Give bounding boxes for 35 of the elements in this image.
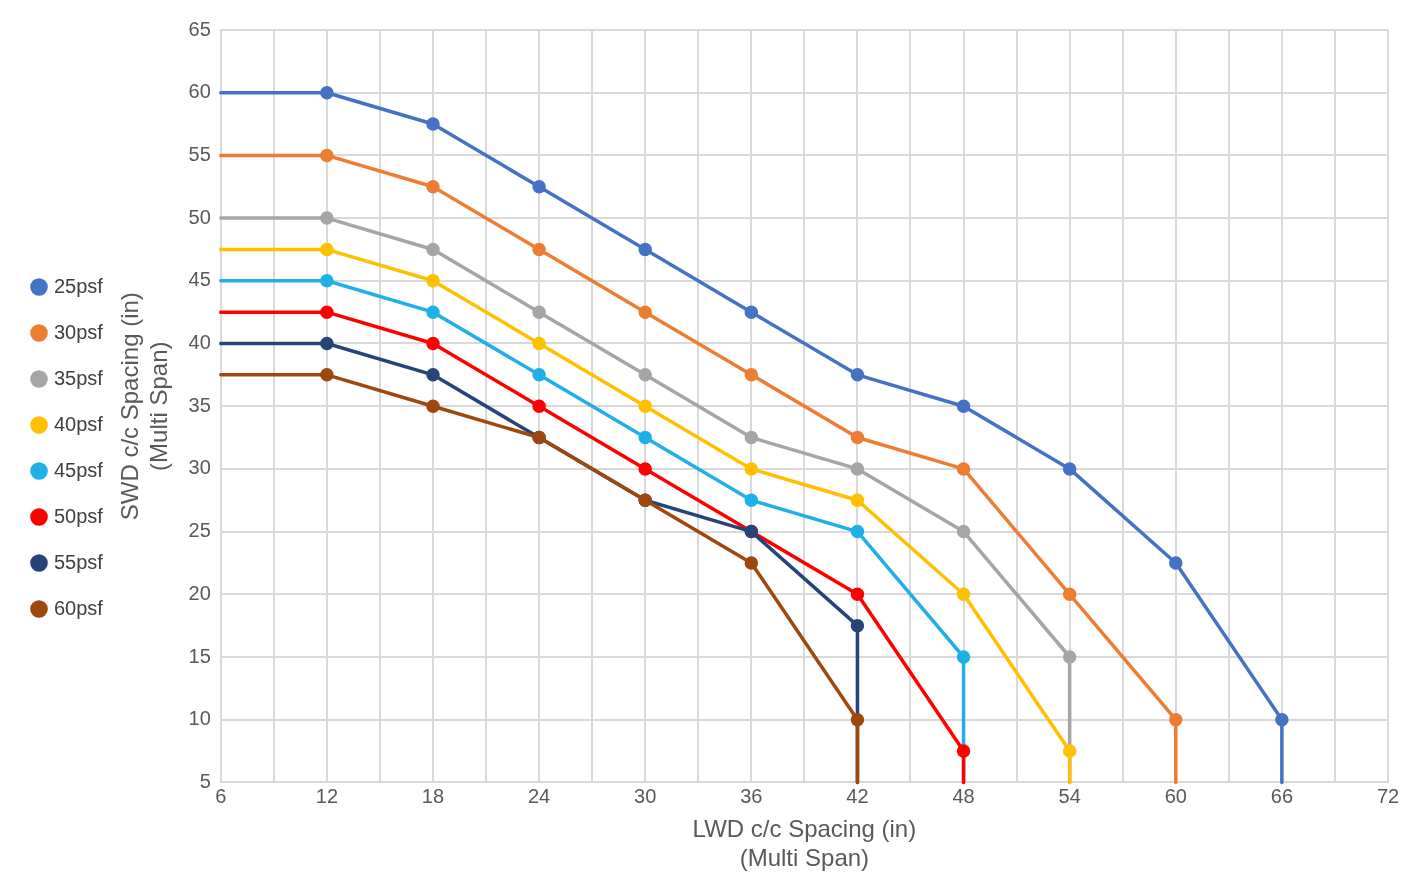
y-tick-label: 55: [188, 142, 211, 165]
legend-label: 35psf: [54, 366, 104, 389]
x-tick-label: 24: [527, 784, 551, 807]
y-tick-label: 15: [188, 644, 211, 667]
y-tick-label: 5: [199, 769, 211, 792]
y-tick-label: 20: [188, 581, 211, 604]
y-tick-label: 65: [188, 17, 211, 40]
y-tick-label: 35: [188, 393, 211, 416]
y-tick-label: 45: [188, 268, 211, 291]
x-tick-label: 72: [1376, 784, 1400, 807]
y-tick-label: 10: [188, 707, 211, 730]
y-tick-label: 25: [188, 519, 211, 542]
legend-label: 45psf: [54, 458, 104, 481]
x-tick-label: 54: [1058, 784, 1081, 807]
y-axis-title: SWD c/c Spacing (in) (Multi Span): [115, 292, 172, 521]
x-axis-title: LWD c/c Spacing (in) (Multi Span): [692, 815, 917, 872]
legend-label: 30psf: [54, 320, 104, 343]
y-tick-label: 60: [188, 80, 211, 103]
x-tick-label: 12: [315, 784, 339, 807]
legend-label: 60psf: [54, 596, 104, 619]
x-tick-label: 60: [1164, 784, 1187, 807]
x-tick-label: 66: [1270, 784, 1294, 807]
legend-label: 55psf: [54, 550, 104, 573]
x-tick-label: 42: [846, 784, 869, 807]
x-tick-label: 6: [215, 784, 227, 807]
legend-label: 50psf: [54, 504, 104, 527]
x-tick-label: 36: [740, 784, 763, 807]
x-tick-label: 18: [421, 784, 445, 807]
y-tick-label: 40: [188, 331, 211, 354]
y-tick-label: 30: [188, 456, 211, 479]
x-tick-label: 48: [952, 784, 975, 807]
y-tick-label: 50: [188, 205, 211, 228]
legend-label: 40psf: [54, 412, 104, 435]
x-tick-label: 30: [634, 784, 657, 807]
legend-label: 25psf: [54, 274, 104, 297]
